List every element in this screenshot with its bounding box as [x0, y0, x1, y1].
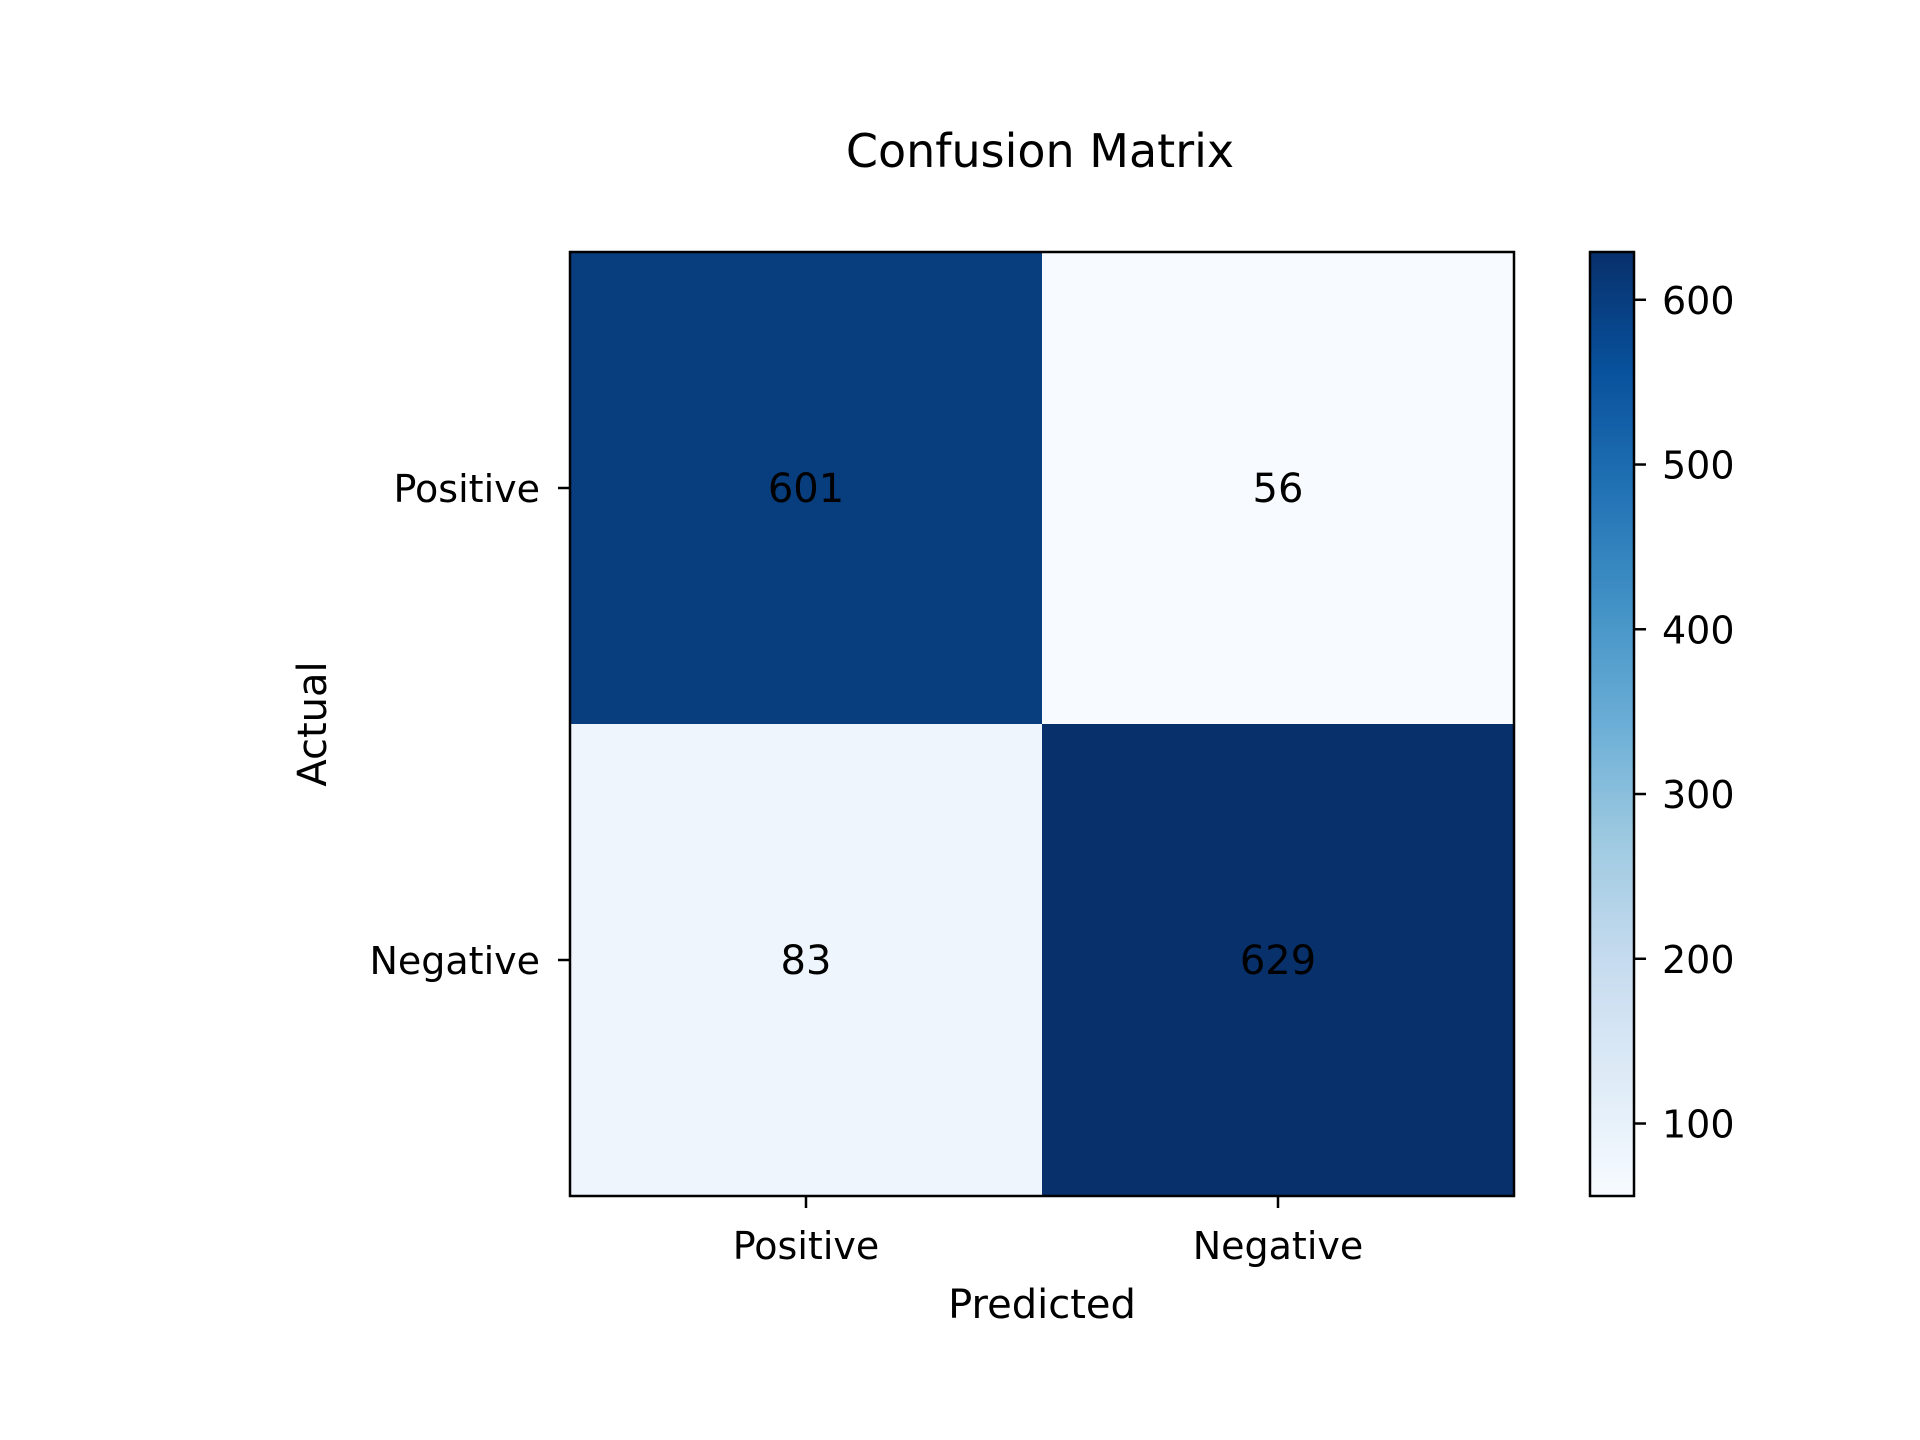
cell-value-label: 601 — [768, 466, 844, 512]
heatmap-cell — [1042, 252, 1514, 724]
cell-value-label: 56 — [1253, 466, 1304, 512]
cell-value-label: 629 — [1240, 938, 1316, 984]
colorbar-tick-label: 200 — [1662, 938, 1735, 982]
cell-value-label: 83 — [781, 938, 832, 984]
y-axis-label: Actual — [290, 661, 336, 786]
plot-frame — [568, 250, 1516, 1198]
x-axis-ticks: Positive Negative — [733, 1196, 1364, 1268]
heatmap-cell-labels: 601 56 83 629 — [768, 466, 1316, 984]
chart-title: Confusion Matrix — [846, 124, 1234, 178]
colorbar-tick-label: 100 — [1662, 1103, 1735, 1147]
x-tick-label: Negative — [1193, 1224, 1364, 1268]
x-tick-label: Positive — [733, 1224, 880, 1268]
colorbar-tick-label: 300 — [1662, 773, 1735, 817]
colorbar-ticks: 100 200 300 400 500 600 — [1634, 279, 1735, 1147]
heatmap-cell — [1042, 724, 1514, 1196]
y-tick-label: Positive — [394, 467, 541, 511]
heatmap-cells — [570, 252, 1514, 1196]
heatmap-cell — [570, 724, 1042, 1196]
colorbar-tick-label: 400 — [1662, 608, 1735, 652]
y-tick-label: Negative — [369, 939, 540, 983]
heatmap-cell — [570, 252, 1042, 724]
colorbar-tick-label: 500 — [1662, 444, 1735, 488]
y-axis-ticks: Positive Negative — [369, 467, 570, 983]
colorbar — [1588, 250, 1636, 1198]
x-axis-label: Predicted — [948, 1282, 1136, 1328]
colorbar-tick-label: 600 — [1662, 279, 1735, 323]
